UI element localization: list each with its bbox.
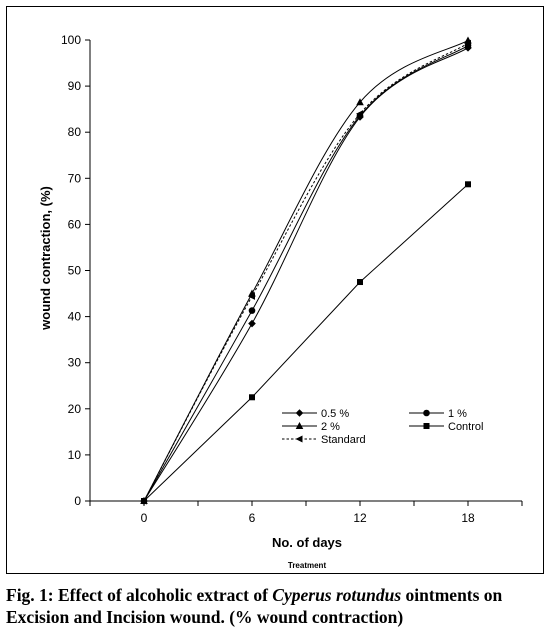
legend-marker <box>423 409 430 417</box>
legend-label: 0.5 % <box>321 408 349 420</box>
data-point <box>465 181 471 188</box>
legend-marker <box>423 423 430 429</box>
y-tick-label: 90 <box>68 79 82 93</box>
chart-legend: 0.5 % 1 % 2 % Control Standard <box>282 408 483 446</box>
legend-marker <box>295 435 303 443</box>
series-line <box>143 42 469 502</box>
figure-caption: Fig. 1: Effect of alcoholic extract of C… <box>6 584 546 628</box>
y-tick-label: 100 <box>61 33 81 47</box>
y-tick-label: 30 <box>68 356 82 370</box>
y-tick-label: 20 <box>68 402 82 416</box>
data-point <box>356 110 363 118</box>
caption-species: Cyperus rotundus <box>272 585 402 605</box>
x-axis-sublabel: Treatment <box>288 561 327 570</box>
chart: 0 10 20 30 40 50 60 70 80 90 100 0 6 12 18 0.5 % 1 % 2 … <box>38 33 523 570</box>
legend-label: Standard <box>321 434 366 446</box>
y-tick-label: 80 <box>68 125 82 139</box>
series-line <box>143 183 469 502</box>
data-point <box>140 497 147 505</box>
y-tick-label: 10 <box>68 448 82 462</box>
legend-marker <box>295 422 304 429</box>
data-point <box>248 319 256 328</box>
x-tick-label: 18 <box>461 511 475 525</box>
caption-suffix: ointments on Excision and Incision wound… <box>6 585 503 627</box>
y-axis-label: wound contraction, (%) <box>38 186 53 331</box>
data-point <box>464 39 471 47</box>
chart-series <box>140 36 472 505</box>
legend-marker <box>295 409 304 417</box>
x-tick-label: 0 <box>141 511 148 525</box>
y-axis-ticks: 0 10 20 30 40 50 60 70 80 90 100 <box>61 33 90 508</box>
legend-label: 2 % <box>321 421 340 433</box>
data-point <box>356 98 364 106</box>
y-tick-label: 0 <box>74 494 81 508</box>
data-point <box>248 307 256 314</box>
series-line <box>143 40 469 502</box>
x-axis-ticks: 0 6 12 18 <box>89 501 523 525</box>
data-point <box>357 279 363 286</box>
y-tick-label: 40 <box>68 310 82 324</box>
y-tick-label: 60 <box>68 217 82 231</box>
data-point <box>248 292 255 300</box>
x-axis-label: No. of days <box>272 535 342 550</box>
legend-label: 1 % <box>448 408 467 420</box>
legend-label: Control <box>448 421 483 433</box>
x-tick-label: 12 <box>353 511 367 525</box>
data-point <box>249 394 255 401</box>
x-tick-label: 6 <box>249 511 256 525</box>
y-tick-label: 70 <box>68 171 82 185</box>
caption-prefix: Fig. 1: Effect of alcoholic extract of <box>6 585 273 605</box>
y-tick-label: 50 <box>68 264 82 278</box>
figure-frame <box>6 6 544 574</box>
series-line <box>143 47 469 502</box>
series-line <box>143 45 469 502</box>
